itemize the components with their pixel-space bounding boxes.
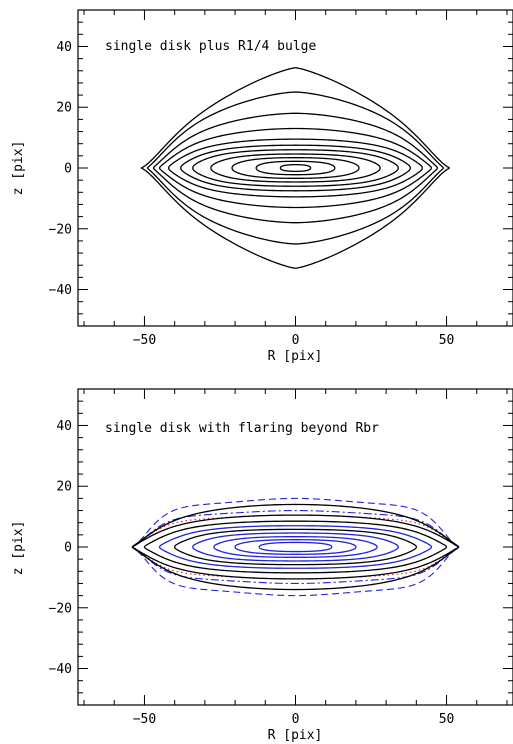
tick-group (78, 10, 513, 326)
y-tick-label: −20 (49, 601, 72, 616)
tick-labels: −50 0 50 −40 −20 0 20 40 (49, 419, 455, 727)
contour-line-2 (146, 91, 445, 245)
y-tick-label: 20 (56, 101, 72, 116)
x-tick-label: 50 (439, 333, 455, 348)
contour-line-9 (231, 157, 360, 179)
y-tick-label: 20 (56, 480, 72, 495)
contour-line-8 (174, 528, 417, 566)
plot-frame (77, 9, 513, 327)
contour-line-4 (158, 127, 433, 209)
panel-bottom: −50 0 50 −40 −20 0 20 40 single disk with flari… (11, 388, 513, 743)
contour-line-10 (213, 536, 378, 558)
x-tick-label: 0 (292, 333, 300, 348)
contour-line-1 (140, 67, 451, 269)
x-tick-label: −50 (133, 333, 156, 348)
y-tick-label: −40 (49, 662, 72, 677)
contour-line-3 (152, 112, 439, 224)
contour-line-10 (255, 160, 336, 176)
contour-line-8 (210, 153, 381, 183)
y-tick-label: 40 (56, 40, 72, 55)
contour-line-1 (131, 497, 460, 597)
contour-line-9 (192, 532, 399, 562)
x-tick-label: −50 (133, 712, 156, 727)
x-tick-label: 50 (439, 712, 455, 727)
contour-line-7 (192, 149, 399, 187)
contour-line-11 (279, 164, 312, 172)
tick-labels: −50 0 50 −40 −20 0 20 40 (49, 40, 455, 348)
contour-line-12 (258, 541, 333, 553)
contour-line-11 (234, 539, 357, 555)
contour-group (131, 497, 460, 597)
y-tick-label: −40 (49, 283, 72, 298)
contour-line-5 (131, 514, 460, 580)
contour-line-4 (131, 503, 460, 591)
y-tick-label: −20 (49, 222, 72, 237)
x-tick-label: 0 (292, 712, 300, 727)
y-tick-label: 40 (56, 419, 72, 434)
chart-title: single disk plus R1/4 bulge (105, 39, 316, 54)
x-axis-label: R [pix] (268, 728, 323, 743)
contour-line-7 (158, 525, 433, 569)
chart-title: single disk with flaring beyond Rbr (105, 421, 379, 436)
y-axis-label: z [pix] (11, 521, 26, 576)
y-axis-label: z [pix] (11, 141, 26, 196)
y-tick-label: 0 (64, 162, 72, 177)
contour-group (140, 67, 451, 269)
x-axis-label: R [pix] (268, 349, 323, 364)
contour-line-2 (131, 509, 460, 585)
y-tick-label: 0 (64, 541, 72, 556)
contour-line-6 (143, 520, 448, 574)
contour-line-5 (167, 138, 424, 198)
plot-frame (77, 388, 513, 706)
panel-top: −50 0 50 −40 −20 0 20 40 single disk plus R1/4 … (11, 9, 513, 364)
contour-line-6 (180, 144, 411, 192)
tick-group (78, 389, 513, 705)
